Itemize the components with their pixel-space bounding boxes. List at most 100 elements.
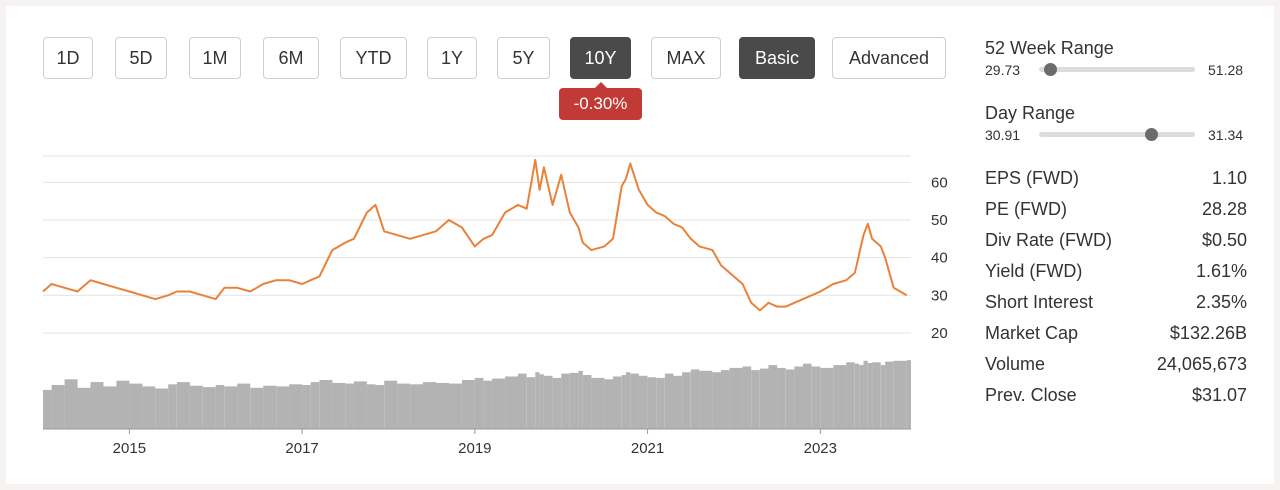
volume-bar	[116, 380, 130, 429]
stat-value: $0.50	[1201, 229, 1247, 250]
quote-card: 20 30 40 50 60 2015 2017 2019 2021 2023	[6, 6, 1274, 484]
stat-label: Market Cap	[985, 322, 1079, 343]
volume-bar	[673, 375, 683, 430]
range-button-ytd[interactable]: YTD	[340, 37, 407, 79]
volume-bar	[129, 383, 143, 429]
range-button-max[interactable]: MAX	[651, 37, 721, 79]
volume-bar	[880, 365, 886, 429]
volume-bar	[785, 369, 795, 429]
volume-bar	[505, 376, 519, 429]
day-range-low: 30.91	[985, 127, 1021, 143]
volume-bar	[332, 382, 346, 429]
stat-label: Prev. Close	[985, 384, 1077, 405]
volume-bar	[397, 383, 411, 429]
volume-bar	[103, 386, 117, 429]
volume-bar	[820, 367, 834, 429]
x-tick-label: 2019	[458, 440, 491, 457]
day-range-marker	[1145, 128, 1159, 141]
volume-bar	[448, 383, 462, 429]
volume-bar	[310, 382, 320, 429]
volume-bar	[366, 384, 376, 429]
stat-label: EPS (FWD)	[985, 167, 1079, 188]
x-tick-label: 2021	[631, 440, 664, 457]
volume-bar	[721, 370, 730, 429]
volume-bar	[690, 369, 700, 429]
stat-value: 1.61%	[1195, 260, 1247, 281]
stat-value: 28.28	[1201, 198, 1247, 219]
view-button-basic[interactable]: Basic	[739, 37, 815, 79]
stat-label: PE (FWD)	[985, 198, 1067, 219]
volume-bar	[803, 363, 812, 429]
volume-bar	[582, 375, 592, 429]
price-chart: 20 30 40 50 60 2015 2017 2019 2021 2023	[42, 155, 948, 457]
volume-bar	[742, 366, 752, 429]
volume-bar	[142, 386, 156, 429]
day-range-track	[1039, 128, 1195, 141]
day-range-title: Day Range	[985, 103, 1076, 123]
volume-bar	[794, 366, 803, 429]
stat-value: $132.26B	[1169, 322, 1247, 343]
range-button-1y[interactable]: 1Y	[427, 37, 477, 79]
volume-bar	[768, 365, 778, 429]
week52-low: 29.73	[985, 62, 1021, 78]
volume-bar	[77, 387, 91, 429]
volume-bar	[168, 384, 177, 429]
volume-bar	[289, 384, 303, 429]
y-tick-label: 50	[931, 212, 948, 229]
volume-bar	[777, 367, 786, 429]
stat-row: Market Cap $132.26B	[985, 321, 1247, 345]
volume-bar	[535, 372, 540, 429]
stat-value: $31.07	[1191, 384, 1247, 405]
volume-bar	[423, 382, 436, 429]
x-tick-label: 2023	[804, 440, 837, 457]
y-tick-label: 60	[931, 174, 948, 191]
volume-bar	[51, 385, 65, 429]
volume-bar	[483, 380, 493, 429]
change-badge: -0.30%	[559, 82, 642, 120]
stat-label: Short Interest	[985, 291, 1094, 312]
range-button-1m[interactable]: 1M	[189, 37, 241, 79]
volume-bar	[539, 374, 544, 429]
volume-bar	[638, 375, 648, 430]
stat-row: Prev. Close $31.07	[985, 383, 1247, 407]
volume-bar	[492, 378, 506, 429]
week52-track	[1039, 63, 1195, 76]
volume-bar	[613, 376, 622, 429]
volume-bar	[906, 360, 911, 429]
stat-row: Yield (FWD) 1.61%	[985, 259, 1247, 283]
volume-bar	[526, 377, 536, 429]
y-tick-label: 30	[931, 287, 948, 304]
week52-marker	[1043, 63, 1057, 76]
stat-row: EPS (FWD) 1.10	[985, 166, 1247, 190]
volume-bar	[604, 379, 613, 429]
view-button-advanced[interactable]: Advanced	[832, 37, 946, 79]
range-button-1d[interactable]: 1D	[43, 37, 93, 79]
range-button-10y[interactable]: 10Y	[570, 37, 631, 79]
volume-bar	[833, 365, 847, 429]
range-button-5d[interactable]: 5D	[115, 37, 167, 79]
volume-bar	[699, 370, 713, 429]
volume-bar	[591, 377, 605, 429]
x-tick-label: 2015	[113, 440, 146, 457]
volume-bar	[250, 387, 264, 429]
volume-bar	[863, 360, 868, 429]
volume-bar	[846, 362, 855, 429]
volume-bar	[384, 380, 398, 429]
volume-bar	[569, 372, 579, 429]
week52-title: 52 Week Range	[985, 38, 1114, 58]
volume-bar	[656, 377, 665, 429]
volume-bar	[302, 385, 311, 429]
volume-bar	[811, 366, 821, 429]
volume-bar	[176, 382, 190, 429]
range-button-6m[interactable]: 6M	[263, 37, 319, 79]
volume-bar	[893, 360, 907, 429]
volume-bar	[885, 361, 894, 430]
volume-bar	[215, 385, 225, 429]
volume-bar	[189, 385, 203, 429]
volume-bar	[561, 373, 570, 429]
volume-bar	[859, 365, 864, 429]
stat-value: 1.10	[1211, 167, 1247, 188]
volume-bar	[64, 379, 78, 429]
range-button-5y[interactable]: 5Y	[497, 37, 550, 79]
stat-value: 2.35%	[1195, 291, 1247, 312]
